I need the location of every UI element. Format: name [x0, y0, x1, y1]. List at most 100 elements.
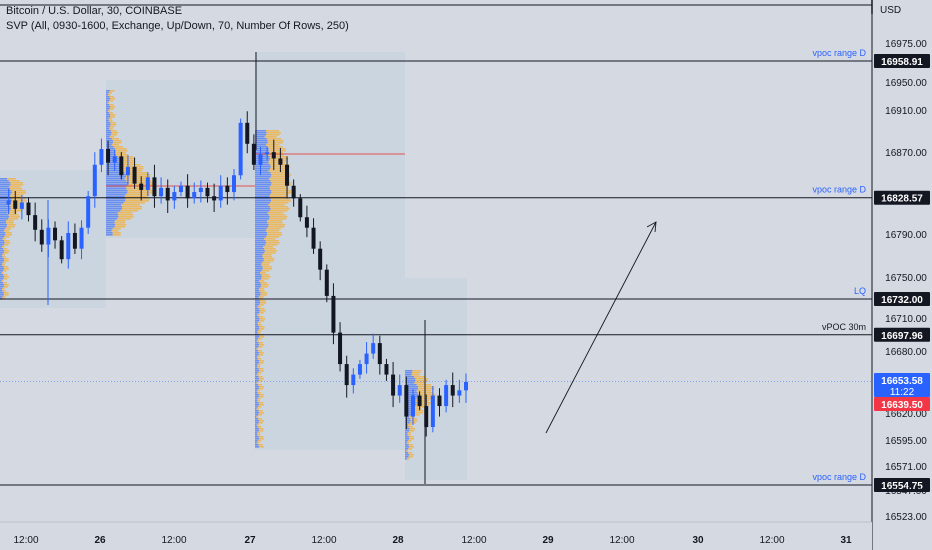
profile-up-bar: [0, 200, 12, 202]
profile-up-bar: [255, 352, 260, 354]
profile-down-bar: [4, 240, 10, 242]
time-tick-label: 29: [542, 535, 554, 546]
profile-up-bar: [106, 176, 126, 178]
profile-up-bar: [255, 180, 271, 182]
profile-down-bar: [263, 258, 275, 260]
profile-down-bar: [271, 184, 292, 186]
profile-up-bar: [255, 370, 260, 372]
profile-up-bar: [255, 186, 270, 188]
profile-up-bar: [405, 394, 419, 396]
profile-up-bar: [255, 248, 265, 250]
profile-down-bar: [258, 384, 262, 386]
profile-down-bar: [268, 162, 285, 164]
price-tick-label: 16571.00: [885, 462, 927, 473]
profile-up-bar: [0, 208, 11, 210]
profile-up-bar: [106, 102, 108, 104]
profile-up-bar: [0, 226, 7, 228]
profile-up-bar: [0, 248, 4, 250]
profile-up-bar: [106, 184, 128, 186]
profile-up-bar: [255, 136, 265, 138]
profile-down-bar: [256, 442, 260, 444]
profile-down-bar: [259, 352, 265, 354]
profile-up-bar: [405, 412, 414, 414]
profile-down-bar: [270, 194, 289, 196]
profile-up-bar: [255, 354, 259, 356]
profile-up-bar: [405, 428, 410, 430]
candle-body: [278, 158, 283, 165]
profile-down-bar: [264, 136, 277, 138]
candle-body: [198, 187, 203, 193]
profile-down-bar: [270, 180, 290, 182]
candle-body: [225, 185, 230, 193]
profile-down-bar: [114, 220, 126, 222]
profile-down-bar: [3, 292, 9, 294]
profile-up-bar: [255, 314, 258, 316]
profile-down-bar: [2, 264, 5, 266]
profile-up-bar: [255, 282, 261, 284]
profile-up-bar: [0, 238, 3, 240]
profile-up-bar: [255, 366, 258, 368]
profile-down-bar: [259, 300, 266, 302]
profile-down-bar: [109, 126, 114, 128]
profile-up-bar: [0, 232, 6, 234]
profile-down-bar: [118, 160, 135, 162]
candle-body: [364, 353, 369, 365]
profile-up-bar: [0, 184, 11, 186]
profile-up-bar: [255, 382, 257, 384]
profile-down-bar: [8, 214, 19, 216]
profile-up-bar: [106, 208, 123, 210]
profile-down-bar: [7, 178, 16, 180]
profile-up-bar: [0, 260, 4, 262]
profile-down-bar: [259, 310, 266, 312]
time-tick-label: 12:00: [759, 535, 784, 546]
profile-down-bar: [111, 132, 119, 134]
profile-up-bar: [255, 142, 268, 144]
profile-down-bar: [270, 198, 291, 200]
profile-down-bar: [257, 432, 261, 434]
candle-body: [232, 175, 236, 193]
profile-up-bar: [106, 98, 111, 100]
profile-down-bar: [257, 332, 261, 334]
profile-up-bar: [106, 196, 125, 198]
profile-up-bar: [0, 192, 12, 194]
profile-down-bar: [268, 160, 286, 162]
profile-up-bar: [255, 384, 259, 386]
profile-down-bar: [264, 238, 276, 240]
profile-up-bar: [106, 192, 128, 194]
profile-down-bar: [411, 374, 420, 376]
profile-down-bar: [258, 304, 264, 306]
profile-down-bar: [418, 394, 436, 396]
profile-down-bar: [3, 278, 8, 280]
level-label-2: LQ: [854, 286, 866, 296]
profile-up-bar: [405, 440, 408, 442]
profile-up-bar: [0, 206, 11, 208]
profile-up-bar: [0, 188, 11, 190]
profile-up-bar: [405, 454, 410, 456]
candle-body: [238, 122, 243, 176]
profile-up-bar: [0, 258, 4, 260]
profile-down-bar: [258, 422, 263, 424]
profile-up-bar: [106, 222, 115, 224]
level-price-text-2: 16732.00: [881, 295, 923, 306]
price-tick-label: 16750.00: [885, 273, 927, 284]
profile-up-bar: [255, 346, 259, 348]
profile-down-bar: [261, 276, 271, 278]
profile-up-bar: [255, 134, 266, 136]
profile-up-bar: [0, 224, 8, 226]
profile-up-bar: [0, 282, 4, 284]
profile-up-bar: [255, 234, 268, 236]
time-axis-area: [0, 522, 872, 550]
profile-down-bar: [406, 458, 410, 460]
candle-body: [424, 406, 429, 428]
profile-down-bar: [5, 232, 12, 234]
profile-down-bar: [2, 296, 6, 298]
candle-body: [6, 200, 11, 205]
profile-up-bar: [106, 218, 118, 220]
profile-up-bar: [255, 368, 259, 370]
profile-down-bar: [258, 312, 264, 314]
profile-down-bar: [409, 428, 415, 430]
profile-up-bar: [255, 376, 259, 378]
time-tick-label: 12:00: [161, 535, 186, 546]
